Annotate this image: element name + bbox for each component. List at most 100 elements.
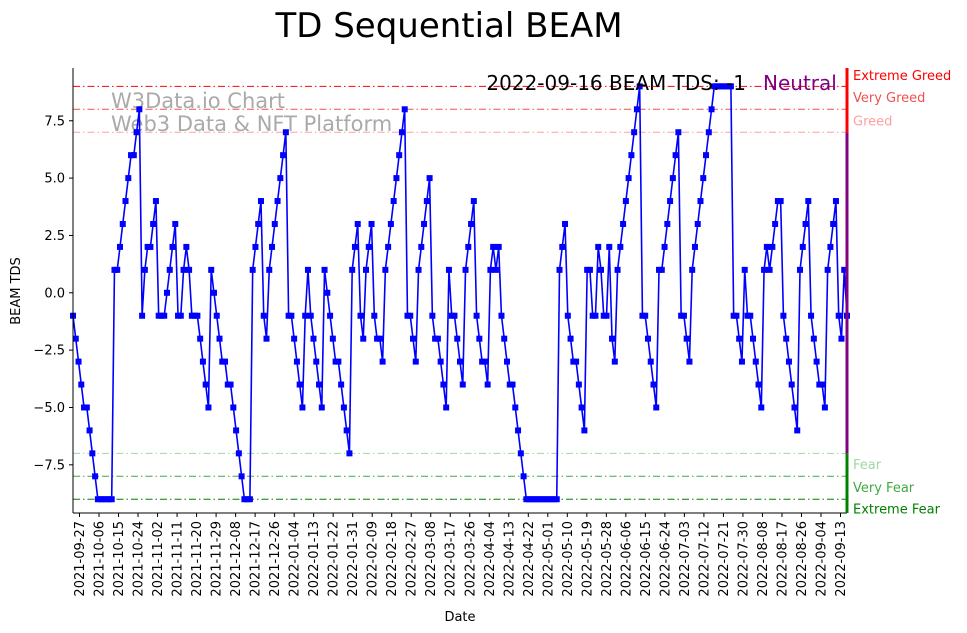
x-ticks: 2021-09-27 2021-10-06 2021-10-15 2021-10-24… bbox=[73, 513, 849, 597]
data-point bbox=[832, 198, 839, 205]
data-point bbox=[490, 243, 497, 250]
y-tick-label: 5.0 bbox=[44, 172, 65, 187]
data-point bbox=[838, 335, 845, 342]
data-point bbox=[382, 266, 389, 273]
data-point bbox=[785, 358, 792, 365]
data-point bbox=[653, 404, 660, 411]
data-point bbox=[573, 358, 580, 365]
data-point bbox=[78, 381, 85, 388]
data-point bbox=[603, 312, 610, 319]
y-tick-label: −2.5 bbox=[33, 344, 65, 359]
data-point bbox=[492, 266, 499, 273]
data-point bbox=[282, 129, 289, 136]
x-tick-label: 2022-01-31 bbox=[346, 521, 361, 597]
data-point bbox=[351, 243, 358, 250]
x-tick-label: 2021-10-15 bbox=[112, 521, 127, 597]
data-point bbox=[318, 404, 325, 411]
data-point bbox=[199, 358, 206, 365]
data-point bbox=[147, 243, 154, 250]
data-point bbox=[694, 220, 701, 227]
data-point bbox=[410, 335, 417, 342]
x-tick-label: 2021-11-02 bbox=[151, 521, 166, 597]
x-tick-label: 2022-07-21 bbox=[717, 521, 732, 597]
data-point bbox=[255, 220, 262, 227]
x-tick-label: 2021-12-26 bbox=[268, 521, 283, 597]
zone-labels: Extreme Greed Very Greed Greed Fear Very Fea… bbox=[853, 69, 951, 518]
data-point bbox=[116, 243, 123, 250]
data-point bbox=[622, 198, 629, 205]
data-point bbox=[385, 243, 392, 250]
x-tick-label: 2022-02-09 bbox=[366, 521, 381, 597]
data-point bbox=[620, 220, 627, 227]
data-point bbox=[233, 427, 240, 434]
data-point bbox=[451, 312, 458, 319]
y-axis-label: BEAM TDS bbox=[9, 257, 24, 325]
data-point bbox=[321, 266, 328, 273]
data-point bbox=[808, 312, 815, 319]
data-point bbox=[625, 175, 632, 182]
x-tick-label: 2022-07-30 bbox=[736, 521, 751, 597]
data-point bbox=[819, 381, 826, 388]
data-point bbox=[213, 312, 220, 319]
data-point bbox=[727, 83, 734, 90]
data-point bbox=[222, 358, 229, 365]
data-point bbox=[647, 358, 654, 365]
data-point bbox=[752, 358, 759, 365]
data-point bbox=[434, 335, 441, 342]
y-ticks: −7.5 −5.0 −2.5 0.0 2.5 5.0 7.5 bbox=[33, 114, 73, 473]
latest-annotation: 2022-09-16 BEAM TDS: -1 Neutral bbox=[486, 71, 836, 95]
data-point bbox=[299, 404, 306, 411]
zone-label: Extreme Greed bbox=[853, 69, 951, 84]
data-point bbox=[307, 312, 314, 319]
data-point bbox=[597, 266, 604, 273]
data-point bbox=[738, 358, 745, 365]
data-point bbox=[501, 335, 508, 342]
data-point bbox=[617, 243, 624, 250]
data-point bbox=[465, 243, 472, 250]
data-point bbox=[457, 358, 463, 365]
data-point bbox=[257, 198, 264, 205]
data-point bbox=[194, 312, 201, 319]
data-point bbox=[644, 335, 651, 342]
data-point bbox=[141, 266, 148, 273]
data-point bbox=[421, 220, 428, 227]
data-point bbox=[805, 198, 812, 205]
zone-label: Extreme Fear bbox=[853, 503, 941, 518]
x-tick-label: 2022-08-08 bbox=[756, 521, 771, 597]
data-point bbox=[197, 335, 204, 342]
chart-title: TD Sequential BEAM bbox=[274, 6, 622, 46]
x-tick-label: 2022-08-17 bbox=[775, 521, 790, 597]
data-point bbox=[783, 335, 790, 342]
data-point bbox=[418, 243, 425, 250]
x-tick-label: 2021-11-11 bbox=[171, 521, 186, 597]
data-point bbox=[766, 266, 773, 273]
data-point bbox=[708, 106, 715, 113]
x-tick-label: 2022-04-22 bbox=[522, 521, 537, 597]
data-point bbox=[313, 358, 320, 365]
series-line bbox=[72, 85, 848, 501]
data-point bbox=[177, 312, 184, 319]
data-point bbox=[363, 266, 370, 273]
data-point bbox=[830, 220, 837, 227]
data-point bbox=[683, 335, 690, 342]
data-point bbox=[750, 335, 757, 342]
data-point bbox=[517, 450, 524, 457]
data-point bbox=[293, 358, 300, 365]
data-point bbox=[238, 473, 245, 480]
x-tick-label: 2022-05-19 bbox=[580, 521, 595, 597]
data-point bbox=[661, 243, 668, 250]
data-point bbox=[152, 198, 159, 205]
data-point bbox=[650, 381, 657, 388]
x-tick-label: 2021-11-29 bbox=[210, 521, 225, 597]
data-point bbox=[349, 266, 356, 273]
data-point bbox=[669, 175, 676, 182]
data-point bbox=[747, 312, 754, 319]
x-tick-label: 2021-09-27 bbox=[73, 521, 88, 597]
data-point bbox=[119, 220, 126, 227]
data-point bbox=[503, 358, 510, 365]
data-point bbox=[376, 335, 383, 342]
data-point bbox=[429, 312, 436, 319]
data-point bbox=[136, 106, 143, 113]
data-point bbox=[672, 152, 679, 159]
